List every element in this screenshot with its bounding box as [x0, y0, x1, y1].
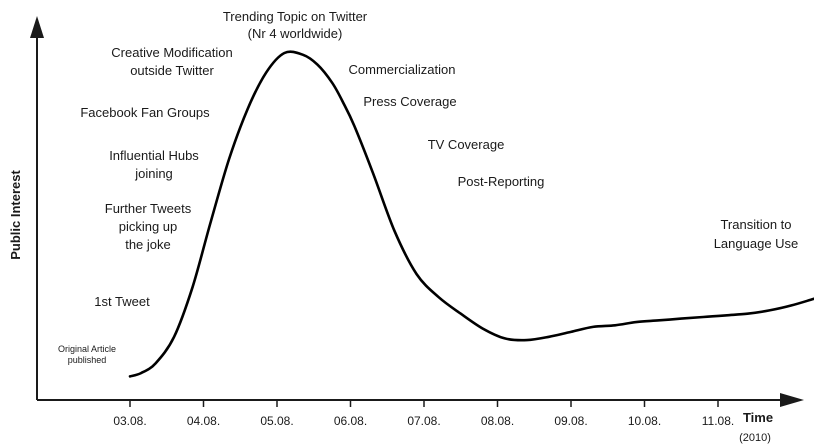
annotation-line: Influential Hubs — [109, 148, 199, 163]
annotation-line: Facebook Fan Groups — [80, 105, 210, 120]
annotation-line: Commercialization — [349, 62, 456, 77]
x-axis-subtitle: (2010) — [739, 432, 771, 444]
x-tick-label: 10.08. — [628, 414, 661, 428]
x-tick-label: 06.08. — [334, 414, 367, 428]
annotation-facebook-fan-groups: Facebook Fan Groups — [80, 105, 210, 120]
x-tick-label: 03.08. — [113, 414, 146, 428]
annotation-transition-language: Transition to Language Use — [714, 217, 799, 251]
annotation-line: Press Coverage — [363, 94, 456, 109]
x-tick-label: 08.08. — [481, 414, 514, 428]
annotation-line: (Nr 4 worldwide) — [248, 26, 343, 41]
x-tick-label: 11.08. — [702, 414, 734, 428]
annotation-line: Post-Reporting — [458, 174, 545, 189]
annotation-trending-topic: Trending Topic on Twitter (Nr 4 worldwide… — [223, 9, 368, 41]
annotation-tv-coverage: TV Coverage — [428, 137, 505, 152]
series-layer — [128, 50, 814, 378]
annotation-line: Language Use — [714, 236, 799, 251]
x-axis-title: Time — [743, 410, 773, 425]
annotation-line: Creative Modification — [111, 45, 232, 60]
y-axis-title: Public Interest — [8, 170, 23, 260]
y-axis-arrow-icon — [30, 16, 44, 38]
series-line — [128, 50, 814, 378]
annotation-line: outside Twitter — [130, 63, 214, 78]
annotation-line: Original Article — [58, 344, 116, 354]
annotation-influential-hubs: Influential Hubs joining — [109, 148, 199, 181]
annotation-line: picking up — [119, 219, 178, 234]
x-tick-label: 04.08. — [187, 414, 220, 428]
annotation-first-tweet: 1st Tweet — [94, 294, 150, 309]
annotation-line: 1st Tweet — [94, 294, 150, 309]
annotation-line: TV Coverage — [428, 137, 505, 152]
annotation-line: Transition to — [720, 217, 791, 232]
annotation-line: the joke — [125, 237, 171, 252]
annotation-original-article: Original Article published — [58, 344, 116, 365]
annotation-creative-modification: Creative Modification outside Twitter — [111, 45, 232, 78]
x-ticks: 03.08. 04.08. 05.08. 06.08. 07.08. 08.08. 09.0… — [113, 400, 734, 428]
annotation-commercialization: Commercialization — [349, 62, 456, 77]
x-tick-label: 09.08. — [554, 414, 587, 428]
annotation-press-coverage: Press Coverage — [363, 94, 456, 109]
annotation-line: joining — [134, 166, 173, 181]
annotation-line: Trending Topic on Twitter — [223, 9, 368, 24]
annotations-layer: Original Article published 1st Tweet Furthe… — [58, 9, 798, 365]
annotation-further-tweets: Further Tweets picking up the joke — [105, 201, 192, 252]
annotation-line: published — [68, 355, 107, 365]
annotation-post-reporting: Post-Reporting — [458, 174, 545, 189]
x-tick-label: 05.08. — [260, 414, 293, 428]
x-tick-label: 07.08. — [407, 414, 440, 428]
x-axis-arrow-icon — [780, 393, 804, 407]
annotation-line: Further Tweets — [105, 201, 192, 216]
